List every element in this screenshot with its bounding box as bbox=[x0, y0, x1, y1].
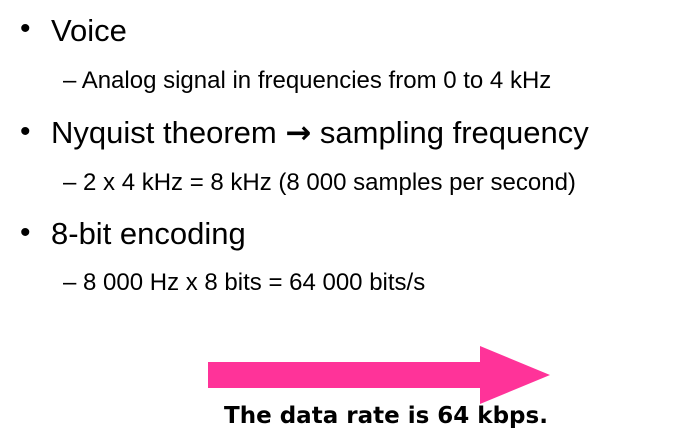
bullet-8bit-encoding: 8-bit encoding bbox=[51, 216, 246, 251]
bullet-dot-3: • bbox=[20, 216, 31, 249]
bullet-voice: Voice bbox=[51, 13, 127, 48]
sub-bullet-analog-signal: – Analog signal in frequencies from 0 to… bbox=[63, 67, 552, 94]
conclusion-text: The data rate is 64 kbps. bbox=[224, 403, 548, 429]
sampling-frequency-text: sampling frequency bbox=[311, 115, 589, 150]
bullet-dot-1: • bbox=[20, 12, 31, 45]
pink-arrow-icon bbox=[208, 346, 550, 404]
bullet-dot-2: • bbox=[20, 115, 31, 148]
nyquist-text: Nyquist theorem bbox=[51, 115, 286, 150]
sub-bullet-sampling-calc: – 2 x 4 kHz = 8 kHz (8 000 samples per s… bbox=[63, 169, 576, 196]
bullet-nyquist: Nyquist theorem → sampling frequency bbox=[51, 117, 589, 149]
sub-bullet-bitrate-calc: – 8 000 Hz x 8 bits = 64 000 bits/s bbox=[63, 269, 426, 296]
right-arrow-icon: → bbox=[285, 115, 312, 151]
